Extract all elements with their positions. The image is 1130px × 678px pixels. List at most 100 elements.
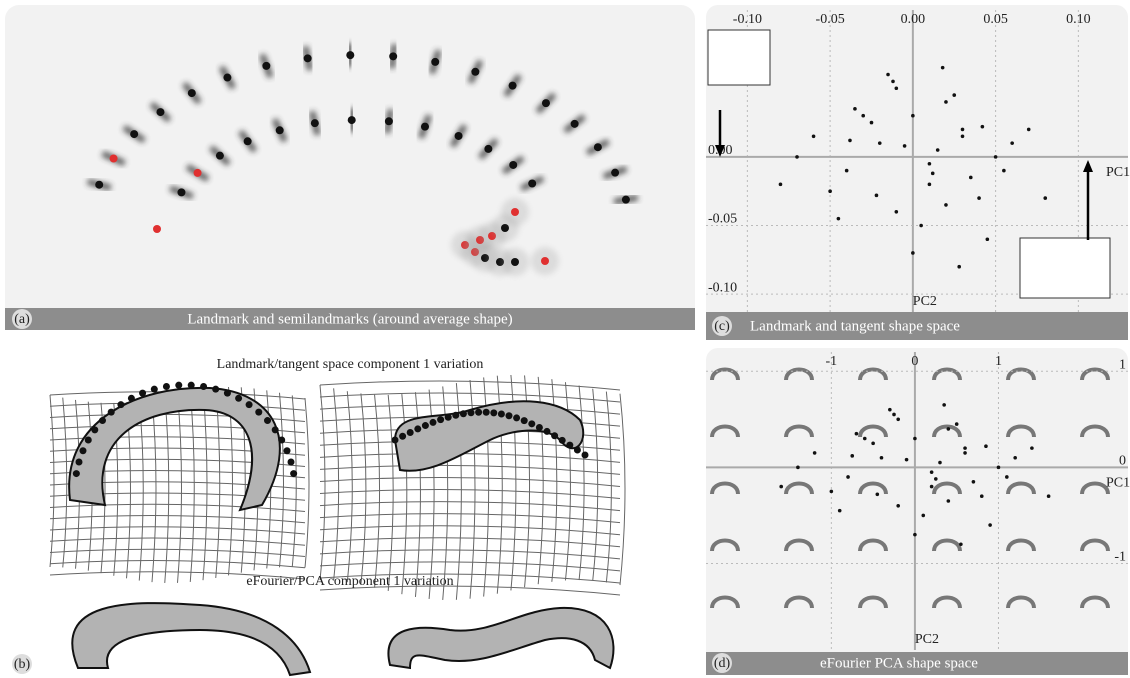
landmark — [288, 458, 295, 465]
landmark — [611, 169, 619, 177]
point — [812, 134, 816, 138]
grid-line — [320, 562, 620, 571]
grid-line — [305, 398, 309, 568]
grid-line — [152, 399, 156, 582]
y-tick-label: 1 — [1119, 357, 1126, 372]
grid-line — [320, 465, 620, 474]
landmark — [511, 208, 519, 216]
landmark — [346, 51, 354, 59]
landmark — [468, 409, 475, 416]
point — [955, 422, 959, 426]
landmark — [348, 116, 356, 124]
point — [994, 155, 998, 159]
landmark — [156, 108, 164, 116]
point — [961, 134, 965, 138]
panel-caption: Landmark and semilandmarks (around avera… — [187, 311, 512, 327]
point — [969, 176, 973, 180]
point — [871, 442, 875, 446]
point — [911, 251, 915, 255]
landmark — [542, 99, 550, 107]
x-tick-label: 0.10 — [1066, 12, 1091, 27]
landmark — [414, 425, 421, 432]
landmark — [290, 470, 297, 477]
y-tick-label: -1 — [1114, 550, 1126, 565]
grid-line — [203, 389, 207, 580]
y-tick-label: -0.05 — [708, 212, 737, 227]
point — [896, 417, 900, 421]
x-tick-label: 0.00 — [901, 12, 926, 27]
landmark — [536, 424, 543, 431]
landmark — [216, 152, 224, 160]
landmark — [108, 409, 115, 416]
grid-line — [606, 392, 611, 583]
figure: (a) Landmark and semilandmarks (around a… — [0, 0, 1130, 678]
landmark — [484, 145, 492, 153]
point — [1043, 196, 1047, 200]
landmark — [521, 417, 528, 424]
point — [930, 470, 934, 474]
landmark — [304, 54, 312, 62]
grid-line — [388, 395, 393, 591]
landmark — [551, 432, 558, 439]
point — [981, 125, 985, 129]
landmark — [594, 143, 602, 151]
grid-line — [50, 516, 305, 523]
panel-letter: (c) — [714, 319, 730, 334]
landmark — [544, 428, 551, 435]
point — [795, 155, 799, 159]
landmark — [421, 123, 429, 131]
landmark — [163, 383, 170, 390]
point — [977, 196, 981, 200]
point — [888, 408, 892, 412]
point — [876, 492, 880, 496]
point — [961, 128, 965, 132]
point — [959, 542, 963, 546]
point — [1005, 475, 1009, 479]
point — [891, 80, 895, 84]
point — [1030, 446, 1034, 450]
landmark — [622, 196, 630, 204]
grid-line — [320, 393, 620, 402]
point — [896, 504, 900, 508]
panel-title: Landmark/tangent space component 1 varia… — [217, 357, 484, 372]
point — [944, 203, 948, 207]
landmark — [99, 417, 106, 424]
point — [850, 454, 854, 458]
point — [779, 183, 783, 187]
landmark — [194, 169, 202, 177]
landmark — [212, 386, 219, 393]
landmark — [513, 414, 520, 421]
landmark — [430, 419, 437, 426]
grid-line — [620, 394, 625, 585]
point — [944, 100, 948, 104]
x-tick-label: -0.05 — [816, 12, 845, 27]
y-axis-label: PC1 — [1106, 476, 1130, 491]
point — [931, 172, 935, 176]
landmark — [224, 390, 231, 397]
landmark — [582, 452, 589, 459]
landmark — [574, 447, 581, 454]
landmark — [571, 120, 579, 128]
panel-d-bg — [706, 348, 1128, 675]
panel-letter: (a) — [14, 312, 30, 327]
landmark — [541, 257, 549, 265]
landmark — [559, 437, 566, 444]
panel-letter: (b) — [14, 657, 31, 672]
grid-line — [190, 391, 194, 582]
landmark — [471, 68, 479, 76]
landmark — [460, 410, 467, 417]
point — [837, 217, 841, 221]
grid-line — [165, 396, 169, 583]
y-tick-label: 0 — [1119, 454, 1126, 469]
grid-line — [320, 550, 620, 559]
landmark — [389, 52, 397, 60]
landmark — [188, 382, 195, 389]
x-tick-label: -0.10 — [733, 12, 762, 27]
landmark — [284, 447, 291, 454]
point — [921, 514, 925, 518]
point — [1047, 494, 1051, 498]
landmark — [511, 258, 519, 266]
landmark — [188, 89, 196, 97]
point — [988, 523, 992, 527]
landmark — [392, 437, 399, 444]
